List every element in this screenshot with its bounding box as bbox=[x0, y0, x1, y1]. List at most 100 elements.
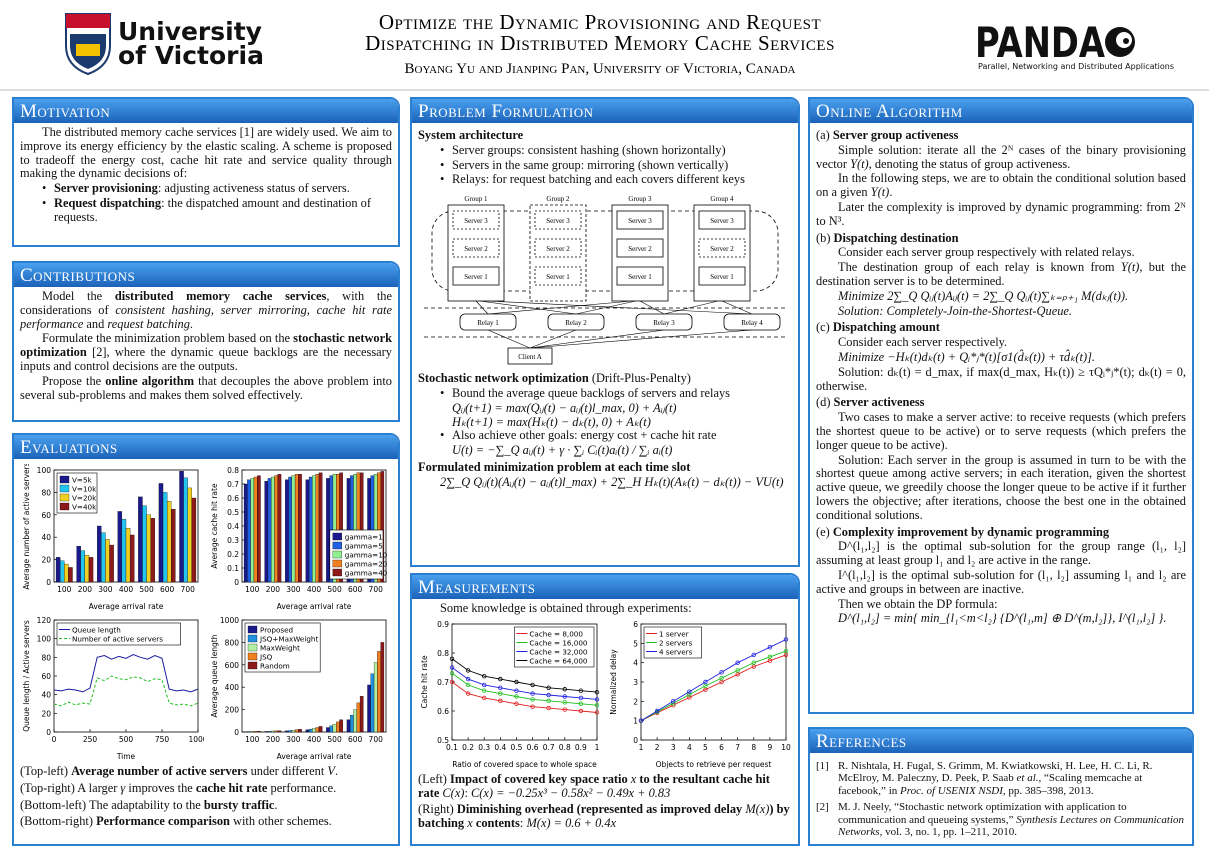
point bbox=[594, 696, 600, 702]
bar bbox=[80, 550, 86, 583]
point bbox=[530, 704, 535, 709]
text-run: Bound the average queue backlogs of serv… bbox=[452, 385, 730, 400]
client-box bbox=[507, 347, 553, 365]
text-run: Proc. of USENIX NSDI bbox=[900, 784, 1003, 797]
point bbox=[546, 705, 551, 711]
y-tick-label: 0.7 bbox=[227, 480, 239, 489]
formula: Minimize −Hₖ(t)dₖ(t) + Qᵢ*ⱼ*(t)[σ1(d̂ₖ(t… bbox=[838, 350, 1186, 365]
legend-swatch bbox=[332, 568, 342, 577]
legend-swatch bbox=[59, 502, 70, 511]
text-run: V bbox=[327, 764, 335, 778]
panda-icon bbox=[1105, 27, 1135, 57]
text-run: (Left) bbox=[418, 771, 450, 786]
legend-label: V=40k bbox=[72, 503, 97, 512]
point bbox=[498, 685, 503, 690]
y-tick-label: 3 bbox=[633, 678, 638, 687]
text-run: C(x) = −0.25x³ − 0.58x² − 0.49x + 0.83 bbox=[471, 785, 671, 800]
y-axis-label: Average queue length bbox=[210, 634, 219, 717]
paragraph: D^(l₁,l₂] is the optimal sub-solution fo… bbox=[816, 539, 1186, 568]
paragraph: Stochastic network optimization (Drift-P… bbox=[418, 371, 792, 386]
bar bbox=[305, 729, 310, 733]
text-run: . bbox=[274, 797, 278, 812]
point bbox=[514, 701, 519, 706]
point bbox=[703, 679, 708, 684]
text-run: Consider each server group respectively … bbox=[838, 245, 1135, 260]
y-tick-label: 120 bbox=[37, 616, 52, 625]
text-run: : adjusting activeness status of servers… bbox=[157, 181, 350, 196]
bar bbox=[291, 475, 296, 583]
text-run: bursty traffic bbox=[203, 797, 275, 812]
link bbox=[639, 300, 665, 315]
logo-text: of Victoria bbox=[118, 41, 264, 70]
text-run: (Top-right) A larger bbox=[20, 780, 121, 795]
bar bbox=[88, 557, 94, 583]
authors: Boyang Yu and Jianping Pan, University o… bbox=[405, 61, 796, 77]
group-label: Group 2 bbox=[546, 195, 570, 203]
x-tick-label: 600 bbox=[348, 735, 363, 744]
text-run: under different bbox=[247, 764, 328, 778]
point bbox=[498, 676, 503, 682]
text-run: Also achieve other goals: energy cost + … bbox=[452, 428, 717, 443]
text-run: with other schemes. bbox=[229, 814, 332, 829]
y-tick-label: 1 bbox=[633, 716, 638, 725]
legend-swatch bbox=[332, 559, 342, 568]
panel-title: Contributions bbox=[14, 263, 398, 287]
text-run: to the resultant cache hit rate bbox=[418, 771, 770, 800]
reference-text: R. Nishtala, H. Fugal, S. Grimm, M. Kwia… bbox=[838, 760, 1186, 797]
point bbox=[482, 688, 487, 693]
bar bbox=[158, 483, 164, 583]
panel-body: [1] R. Nishtala, H. Fugal, S. Grimm, M. K… bbox=[810, 753, 1192, 838]
point bbox=[514, 694, 519, 699]
bar bbox=[315, 474, 320, 583]
text-run: Minimize 2∑_Q Qᵢⱼ(t)Aᵢⱼ(t) = 2∑_Q Qᵢⱼ(t)… bbox=[838, 288, 1129, 303]
bar bbox=[308, 728, 313, 733]
panel-body: Some knowledge is obtained through exper… bbox=[412, 599, 798, 831]
legend-label: Queue length bbox=[72, 626, 121, 635]
paragraph: Consider each server group respectively … bbox=[816, 245, 1186, 260]
point bbox=[578, 708, 584, 713]
point bbox=[449, 665, 455, 670]
text-run: Impact of covered key space ratio bbox=[450, 771, 631, 786]
text-run: In the following steps, we are to obtain… bbox=[816, 171, 1186, 200]
paragraph: Model the distributed memory cache servi… bbox=[20, 289, 392, 331]
bullet-item: Also achieve other goals: energy cost + … bbox=[440, 428, 792, 443]
bar bbox=[377, 651, 381, 733]
line bbox=[451, 681, 598, 713]
bar bbox=[285, 479, 289, 583]
y-tick-label: 0.3 bbox=[227, 536, 239, 545]
text-run: (Right) bbox=[418, 802, 457, 817]
bar bbox=[146, 514, 151, 583]
text-run: (a) bbox=[816, 128, 833, 142]
y-tick-label: 0.6 bbox=[437, 707, 449, 716]
text-run: Request dispatching bbox=[54, 195, 162, 210]
point bbox=[465, 682, 471, 687]
paragraph: Formulated minimization problem at each … bbox=[418, 460, 792, 475]
bar bbox=[257, 731, 261, 733]
point bbox=[735, 667, 740, 673]
paragraph: Later the complexity is improved by dyna… bbox=[816, 200, 1186, 229]
server-label: Server 2 bbox=[546, 245, 570, 253]
text-run: Relays: for request batching and each co… bbox=[452, 172, 745, 187]
bar bbox=[55, 557, 61, 583]
server-label: Server 3 bbox=[464, 217, 488, 225]
paragraph: Simple solution: iterate all the 2ᴺ case… bbox=[816, 143, 1186, 172]
legend-swatch bbox=[247, 625, 258, 634]
point bbox=[546, 685, 551, 690]
bar bbox=[380, 471, 385, 583]
line bbox=[640, 638, 787, 721]
bar bbox=[64, 563, 69, 583]
panel-title: Measurements bbox=[412, 575, 798, 599]
link bbox=[487, 300, 753, 315]
text-run: 2∑_Q Qᵢⱼ(t)(Aᵢⱼ(t) − aᵢⱼ(t)l_max) + 2∑_H… bbox=[440, 474, 784, 489]
server-box bbox=[698, 238, 746, 258]
y-tick-label: 0.6 bbox=[227, 494, 239, 503]
reference: [2] M. J. Neely, “Stochastic network opti… bbox=[816, 801, 1186, 838]
link bbox=[529, 329, 665, 349]
panel: Online Algorithm (a) Server group activen… bbox=[808, 97, 1194, 714]
point bbox=[638, 718, 644, 723]
bar bbox=[298, 729, 302, 733]
text-run: contents bbox=[472, 816, 520, 831]
chart: 0 20 40 60 80 100 Average number of active ser… bbox=[22, 464, 199, 611]
